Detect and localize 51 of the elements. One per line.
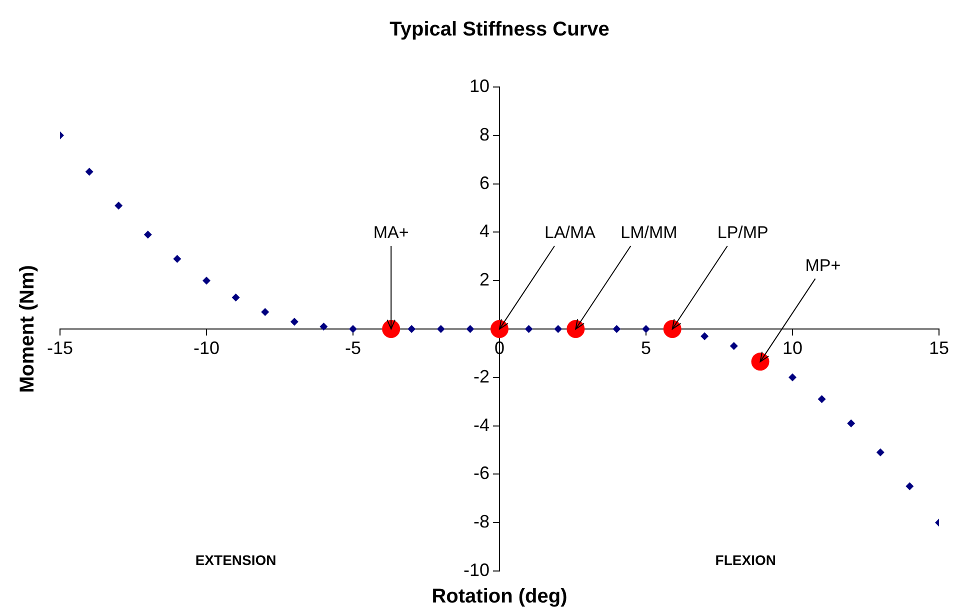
point [436, 325, 445, 333]
point [202, 276, 210, 285]
point [700, 332, 709, 340]
point [114, 202, 123, 210]
y-tick-label: 6 [479, 172, 490, 193]
point [144, 230, 152, 239]
point [466, 325, 474, 333]
point [906, 482, 914, 490]
x-tick-label: 10 [782, 338, 803, 358]
y-tick-label: -2 [473, 366, 490, 386]
point [232, 294, 240, 302]
x-tick-label: -15 [46, 338, 74, 358]
point [524, 325, 533, 333]
y-axis-title: Moment (Nm) [16, 265, 39, 393]
point [847, 419, 856, 428]
y-tick-label: -4 [473, 414, 490, 435]
point [876, 448, 884, 456]
annotation: EXTENSION [195, 552, 276, 568]
point [642, 325, 650, 333]
point [382, 320, 400, 338]
x-tick-label: 5 [640, 338, 652, 358]
annotation: LM/MM [620, 223, 678, 242]
x-axis-title: Rotation (deg) [432, 586, 568, 608]
point [818, 395, 826, 404]
annotation: MP+ [805, 256, 841, 275]
point [349, 325, 357, 333]
y-tick-label: 4 [479, 221, 490, 242]
y-tick-label: 10 [469, 76, 490, 96]
point [290, 318, 298, 326]
annotation: MA+ [373, 223, 409, 242]
point [320, 322, 328, 331]
point [788, 373, 796, 382]
point [554, 325, 562, 333]
x-tick-label: -10 [193, 338, 220, 358]
point [730, 342, 738, 350]
y-tick-label: 8 [479, 124, 490, 144]
y-tick-label: -8 [473, 512, 490, 532]
point [85, 168, 94, 176]
y-tick-label: -10 [463, 560, 490, 580]
annotation: LP/MP [717, 223, 768, 242]
annotation: FLEXION [715, 552, 776, 568]
point [612, 325, 621, 333]
point [408, 325, 416, 333]
y-tick-label: -6 [473, 463, 490, 484]
x-tick-label: 15 [928, 338, 950, 358]
point [261, 308, 270, 316]
annotation: LA/MA [544, 223, 596, 242]
chart-title: Typical Stiffness Curve [390, 18, 610, 41]
y-tick-label: 2 [479, 270, 490, 290]
x-tick-label: -5 [344, 338, 362, 358]
point [173, 254, 182, 263]
